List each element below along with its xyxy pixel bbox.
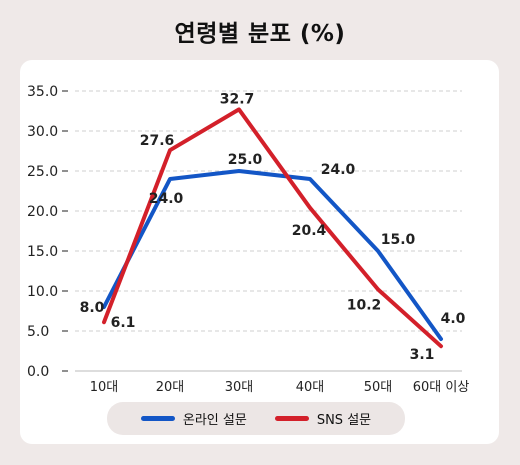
x-tick-label: 10대 [90, 380, 119, 395]
legend-swatch-online [140, 416, 175, 421]
y-tick-label: 20.0 [27, 204, 58, 220]
chart-card [20, 60, 499, 444]
data-label-sns: 32.7 [220, 91, 255, 107]
data-labels: 8.0 24.0 25.0 24.0 15.0 4.0 6.1 27.6 32.7 20.4 10.… [80, 91, 466, 363]
data-label-online: 24.0 [149, 191, 184, 207]
legend-label-sns: SNS 설문 [316, 413, 372, 428]
y-tick-label: 35.0 [27, 84, 58, 100]
data-label-online: 24.0 [321, 162, 356, 178]
data-label-sns: 20.4 [292, 223, 327, 239]
data-label-sns: 27.6 [140, 133, 175, 149]
data-label-sns: 3.1 [410, 347, 435, 363]
legend-item-sns: SNS 설문 [274, 409, 372, 428]
legend-item-online: 온라인 설문 [140, 409, 247, 428]
data-label-sns: 6.1 [111, 315, 136, 331]
data-label-online: 8.0 [80, 300, 105, 316]
x-tick-label: 40대 [296, 380, 325, 395]
y-tick-label: 30.0 [27, 124, 58, 140]
y-tick-label: 5.0 [27, 324, 49, 340]
series-line-sns [102, 107, 443, 349]
x-tick-label: 30대 [225, 380, 254, 395]
y-tick-label: 25.0 [27, 164, 58, 180]
y-tick-label: 15.0 [27, 244, 58, 260]
chart-legend: 온라인 설문 SNS 설문 [107, 402, 405, 435]
series-lines [102, 107, 443, 349]
legend-label-online: 온라인 설문 [182, 413, 247, 428]
x-tick-label: 20대 [156, 380, 185, 395]
x-tick-label: 50대 [364, 380, 393, 395]
y-tick-label: 10.0 [27, 284, 58, 300]
grid-lines [75, 90, 462, 372]
data-label-sns: 10.2 [347, 297, 382, 313]
data-label-online: 25.0 [228, 152, 263, 168]
chart-title: 연령별 분포 (%) [174, 21, 346, 47]
data-label-online: 4.0 [441, 311, 466, 327]
y-tick-label: 0.0 [27, 364, 49, 380]
data-label-online: 15.0 [381, 232, 416, 248]
x-tick-label: 60대 이상 [413, 380, 470, 395]
series-line-online [102, 169, 443, 341]
legend-swatch-sns [274, 416, 309, 421]
y-axis-ticks: 0.0 5.0 10.0 15.0 20.0 25.0 30.0 35.0 [27, 84, 68, 380]
x-axis-ticks: 10대 20대 30대 40대 50대 60대 이상 [90, 380, 470, 395]
